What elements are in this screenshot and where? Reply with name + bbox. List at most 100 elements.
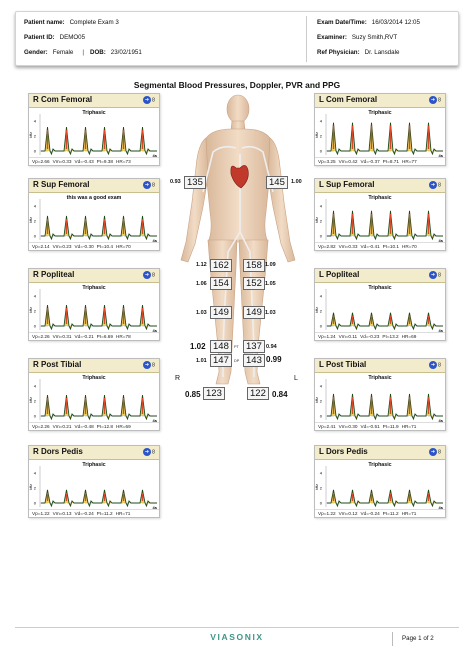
dp-tag: DP bbox=[234, 359, 240, 363]
exam-date: 16/03/2014 12:05 bbox=[371, 19, 420, 26]
channel-badge[interactable]: ➜ 8 bbox=[429, 448, 441, 456]
y-unit-label: kHz bbox=[29, 307, 33, 313]
time-scale-label: 4s bbox=[439, 418, 444, 423]
peak-velocity-core bbox=[332, 492, 430, 501]
y-tick-label: 4 bbox=[34, 294, 37, 299]
channel-badge[interactable]: ➜ 8 bbox=[429, 96, 441, 104]
doppler-panel: R Com Femoral ➜ 8 4 2 0 kHz 4s Triphasic Vp=2.66 V… bbox=[28, 93, 160, 166]
waveform-envelope bbox=[41, 215, 157, 241]
vd-value: Vd=-0.21 bbox=[74, 334, 94, 339]
time-scale-label: 4s bbox=[153, 153, 158, 158]
doppler-panel: L Popliteal ➜ 8 4 2 0 kHz 4s Triphasic Vp=1.24 Vm=… bbox=[314, 268, 446, 341]
page-number: Page 1 of 2 bbox=[392, 632, 459, 646]
panel-header: R Popliteal ➜ 8 bbox=[29, 269, 159, 283]
y-tick-label: 0 bbox=[320, 149, 323, 154]
hr-value: HR=78 bbox=[115, 334, 131, 339]
y-tick-label: 2 bbox=[34, 309, 37, 314]
patient-header: Patient name: Complete Exam 3 Patient ID:… bbox=[15, 11, 459, 66]
channel-badge[interactable]: ➜ 8 bbox=[143, 448, 155, 456]
r-pt-pressure: 148 bbox=[210, 340, 232, 353]
r-above-knee-index: 1.06 bbox=[196, 281, 207, 287]
y-unit-label: kHz bbox=[29, 484, 33, 490]
pi-value: PI=6.69 bbox=[96, 334, 113, 339]
y-tick-label: 2 bbox=[320, 219, 323, 224]
l-toe-index: 0.84 bbox=[272, 390, 288, 399]
vp-value: Vp=1.24 bbox=[318, 334, 336, 339]
waveform-note: Triphasic bbox=[368, 195, 392, 201]
y-tick-label: 2 bbox=[34, 486, 37, 491]
spectral-fill bbox=[327, 210, 443, 239]
velocity-readout: Vp=3.25 Vm=0.42 Vd=-0.37 PI=8.71 HR=77 bbox=[315, 157, 445, 165]
doppler-panel: L Sup Femoral ➜ 8 4 2 0 kHz 4s Triphasic Vp=2.82 V… bbox=[314, 178, 446, 251]
doppler-waveform: 4 2 0 kHz 4s bbox=[29, 289, 158, 333]
time-scale-label: 4s bbox=[153, 505, 158, 510]
ref-physician-label: Ref Physician: bbox=[317, 49, 360, 56]
y-tick-label: 0 bbox=[320, 501, 323, 506]
hr-value: HR=71 bbox=[401, 424, 417, 429]
r-pt-index: 1.02 bbox=[190, 342, 206, 351]
vp-value: Vp=2.66 bbox=[32, 159, 50, 164]
dob: 23/02/1951 bbox=[110, 49, 142, 56]
doppler-waveform: 4 2 0 kHz 4s bbox=[315, 199, 444, 243]
waveform-note: Triphasic bbox=[82, 375, 106, 381]
separator: | bbox=[82, 49, 84, 56]
arrow-right-icon: ➜ bbox=[143, 181, 151, 189]
viasonix-logo: VIASONIX bbox=[210, 632, 264, 642]
doppler-waveform: 4 2 0 kHz 4s bbox=[29, 379, 158, 423]
waveform-envelope bbox=[41, 394, 157, 421]
waveform-envelope bbox=[327, 393, 443, 421]
velocity-readout: Vp=1.24 Vm=0.11 Vd=-0.23 PI=13.2 HR=69 bbox=[315, 332, 445, 340]
spectral-fill bbox=[41, 395, 157, 419]
l-brachial-pressure: 145 bbox=[266, 176, 288, 189]
time-scale-label: 4s bbox=[439, 505, 444, 510]
header-divider bbox=[306, 16, 307, 62]
y-tick-label: 0 bbox=[34, 149, 37, 154]
waveform-note: Triphasic bbox=[368, 375, 392, 381]
vm-value: Vm=0.12 bbox=[338, 511, 358, 516]
spectral-fill bbox=[41, 305, 157, 329]
channel-badge[interactable]: ➜ 8 bbox=[429, 271, 441, 279]
y-tick-label: 2 bbox=[320, 399, 323, 404]
velocity-readout: Vp=2.41 Vm=0.30 Vd=-0.51 PI=11.9 HR=71 bbox=[315, 422, 445, 430]
r-brachial-pressure: 135 bbox=[184, 176, 206, 189]
channel-badge[interactable]: ➜ 8 bbox=[429, 361, 441, 369]
time-scale-label: 4s bbox=[153, 418, 158, 423]
panel-header: R Post Tibial ➜ 8 bbox=[29, 359, 159, 373]
velocity-readout: Vp=1.22 Vm=0.13 Vd=-0.24 PI=11.2 HR=71 bbox=[29, 509, 159, 517]
right-side-label: R bbox=[175, 375, 181, 382]
gender: Female bbox=[52, 49, 74, 56]
panel-header: R Com Femoral ➜ 8 bbox=[29, 94, 159, 108]
waveform-envelope bbox=[327, 122, 443, 156]
y-unit-label: kHz bbox=[315, 307, 319, 313]
spectral-fill bbox=[327, 489, 443, 506]
hr-value: HR=70 bbox=[115, 244, 131, 249]
channel-badge[interactable]: ➜ 8 bbox=[143, 361, 155, 369]
head bbox=[226, 94, 250, 124]
y-tick-label: 4 bbox=[34, 384, 37, 389]
peak-velocity-core bbox=[46, 308, 144, 324]
channel-badge[interactable]: ➜ 8 bbox=[143, 271, 155, 279]
channel-badge[interactable]: ➜ 8 bbox=[143, 96, 155, 104]
panel-header: L Com Femoral ➜ 8 bbox=[315, 94, 445, 108]
doppler-panel: L Post Tibial ➜ 8 4 2 0 kHz 4s Triphasic Vp=2.41 V… bbox=[314, 358, 446, 431]
time-scale-label: 4s bbox=[439, 328, 444, 333]
y-unit-label: kHz bbox=[315, 397, 319, 403]
y-tick-label: 4 bbox=[34, 471, 37, 476]
velocity-readout: Vp=2.14 Vm=0.23 Vd=-0.30 PI=10.4 HR=70 bbox=[29, 242, 159, 250]
pi-value: PI=13.2 bbox=[382, 334, 399, 339]
pi-value: PI=9.38 bbox=[96, 159, 113, 164]
channel-number: 8 bbox=[438, 449, 441, 456]
spectral-fill bbox=[327, 312, 443, 329]
doppler-panel: R Sup Femoral ➜ 8 4 2 0 kHz 4s this was a good e… bbox=[28, 178, 160, 251]
y-tick-label: 4 bbox=[320, 204, 323, 209]
doppler-waveform: 4 2 0 kHz 4s bbox=[315, 289, 444, 333]
channel-badge[interactable]: ➜ 8 bbox=[143, 181, 155, 189]
vd-value: Vd=-0.30 bbox=[74, 244, 94, 249]
y-tick-label: 2 bbox=[34, 399, 37, 404]
hr-value: HR=73 bbox=[115, 159, 131, 164]
y-tick-label: 4 bbox=[34, 119, 37, 124]
panel-header: R Sup Femoral ➜ 8 bbox=[29, 179, 159, 193]
pi-value: PI=11.2 bbox=[382, 511, 399, 516]
channel-badge[interactable]: ➜ 8 bbox=[429, 181, 441, 189]
velocity-readout: Vp=1.22 Vm=0.12 Vd=-0.24 PI=11.2 HR=71 bbox=[315, 509, 445, 517]
